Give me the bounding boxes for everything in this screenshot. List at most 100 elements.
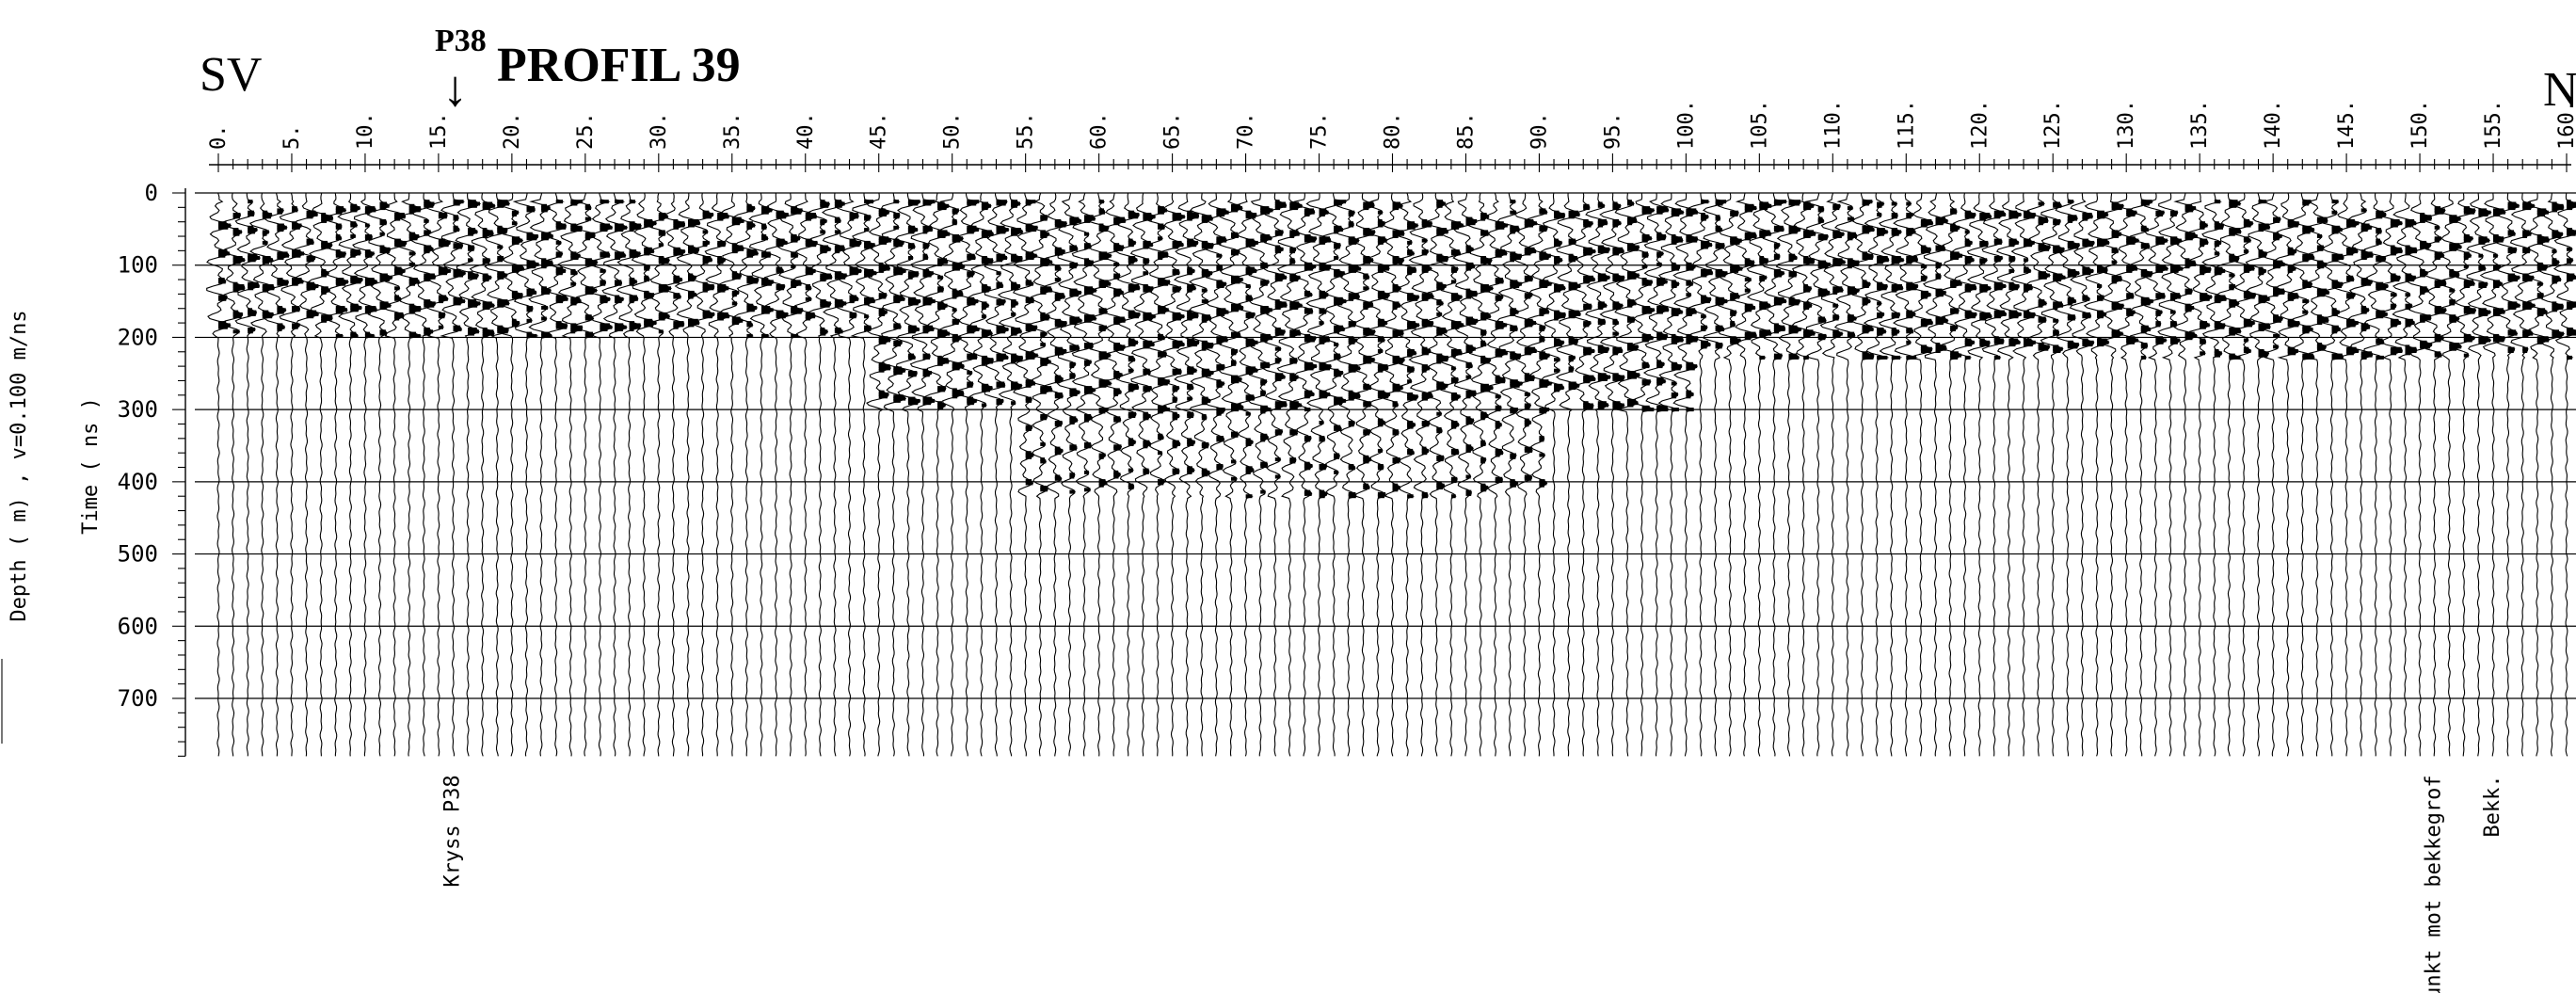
trace-wiggle: [2538, 192, 2566, 757]
trace-fill: [2449, 218, 2458, 223]
x-tick-label: 45.: [868, 112, 891, 150]
trace-fill: [335, 234, 341, 238]
trace-fill: [834, 201, 845, 206]
trace-fill: [688, 221, 700, 226]
trace-fill: [1407, 295, 1419, 299]
trace-fill: [1597, 201, 1603, 206]
trace-fill: [1671, 210, 1684, 215]
trace-fill: [1671, 361, 1677, 366]
trace-fill: [2346, 249, 2359, 254]
trace-fill: [746, 308, 755, 312]
trace-fill: [922, 371, 932, 375]
trace-fill: [511, 321, 520, 326]
trace-fill: [1421, 251, 1428, 256]
trace-fill: [2567, 247, 2572, 251]
y-tick-label: 0: [145, 180, 158, 206]
trace-fill: [907, 243, 915, 248]
trace-fill: [2067, 218, 2073, 223]
trace-fill: [1803, 234, 1811, 238]
trace-fill: [791, 333, 799, 338]
trace-fill: [952, 218, 957, 223]
trace-fill: [1817, 262, 1831, 266]
trace-fill: [1686, 210, 1698, 215]
trace-fill: [1069, 446, 1077, 451]
trace-fill: [600, 295, 607, 299]
trace-fill: [2038, 299, 2045, 304]
trace-fill: [2287, 249, 2296, 254]
trace-fill: [967, 401, 974, 406]
trace-fill: [526, 288, 535, 293]
trace-fill: [1158, 333, 1163, 338]
trace-fill: [1040, 232, 1049, 236]
trace-fill: [1040, 457, 1045, 462]
trace-fill: [776, 310, 784, 314]
trace-fill: [1334, 299, 1347, 304]
trace-fill: [2493, 234, 2499, 238]
trace-fill: [1040, 290, 1047, 295]
trace-fill: [1950, 310, 1959, 314]
trace-fill: [364, 278, 375, 282]
trace-fill: [1274, 403, 1288, 408]
trace-fill: [907, 271, 919, 276]
trace-fill: [1348, 268, 1357, 273]
trace-fill: [629, 295, 637, 299]
trace-fill: [702, 215, 712, 219]
trace-fill: [277, 328, 282, 331]
trace-fill: [1612, 405, 1622, 409]
trace-fill: [2200, 243, 2205, 248]
trace-fill: [2552, 262, 2557, 266]
trace-fill: [981, 301, 987, 306]
trace-fill: [1641, 253, 1649, 258]
trace-fill: [2184, 232, 2196, 236]
trace-fill: [1334, 296, 1343, 301]
trace-fill: [2376, 340, 2384, 344]
trace-fill: [1993, 340, 2004, 344]
trace-fill: [1158, 409, 1163, 414]
trace-fill: [2200, 266, 2212, 271]
trace-fill: [996, 201, 1006, 206]
trace-fill: [600, 325, 613, 329]
trace-fill: [364, 306, 376, 310]
trace-fill: [893, 366, 902, 371]
trace-fill: [1040, 459, 1047, 464]
x-tick-label: 25.: [574, 112, 598, 150]
trace-fill: [1730, 238, 1742, 243]
trace-fill: [1773, 328, 1785, 331]
trace-fill: [262, 210, 268, 215]
trace-fill: [2140, 228, 2149, 232]
trace-fill: [1803, 286, 1812, 291]
trace-fill: [2302, 280, 2308, 284]
trace-fill: [2507, 201, 2517, 206]
trace-fill: [1436, 201, 1446, 206]
trace-fill: [2170, 323, 2177, 328]
trace-fill: [2111, 232, 2121, 236]
trace-fill: [1274, 331, 1285, 336]
trace-fill: [1583, 221, 1593, 226]
trace-fill: [2170, 266, 2184, 271]
trace-fill: [1465, 394, 1471, 399]
trace-fill: [2024, 266, 2029, 271]
trace-fill: [2536, 312, 2544, 316]
trace-fill: [937, 262, 942, 266]
trace-fill: [1319, 238, 1331, 243]
trace-fill: [1187, 440, 1195, 444]
trace-fill: [2552, 275, 2560, 280]
trace-fill: [1245, 340, 1258, 344]
trace-fill: [350, 251, 361, 256]
trace-fill: [1363, 230, 1375, 234]
trace-fill: [1450, 349, 1462, 353]
trace-fill: [1040, 486, 1048, 489]
trace-fill: [262, 288, 269, 293]
trace-fill: [1377, 364, 1388, 369]
trace-fill: [2287, 349, 2298, 353]
trace-wiggle: [557, 192, 584, 757]
trace-fill: [2536, 338, 2550, 343]
direction-left-label: SV: [200, 48, 262, 102]
trace-fill: [2449, 299, 2456, 304]
trace-fill: [1334, 228, 1343, 232]
trace-fill: [1641, 281, 1652, 286]
trace-fill: [2155, 321, 2161, 326]
trace-fill: [1304, 366, 1314, 371]
trace-fill: [1906, 329, 1913, 334]
trace-fill: [1803, 230, 1815, 234]
